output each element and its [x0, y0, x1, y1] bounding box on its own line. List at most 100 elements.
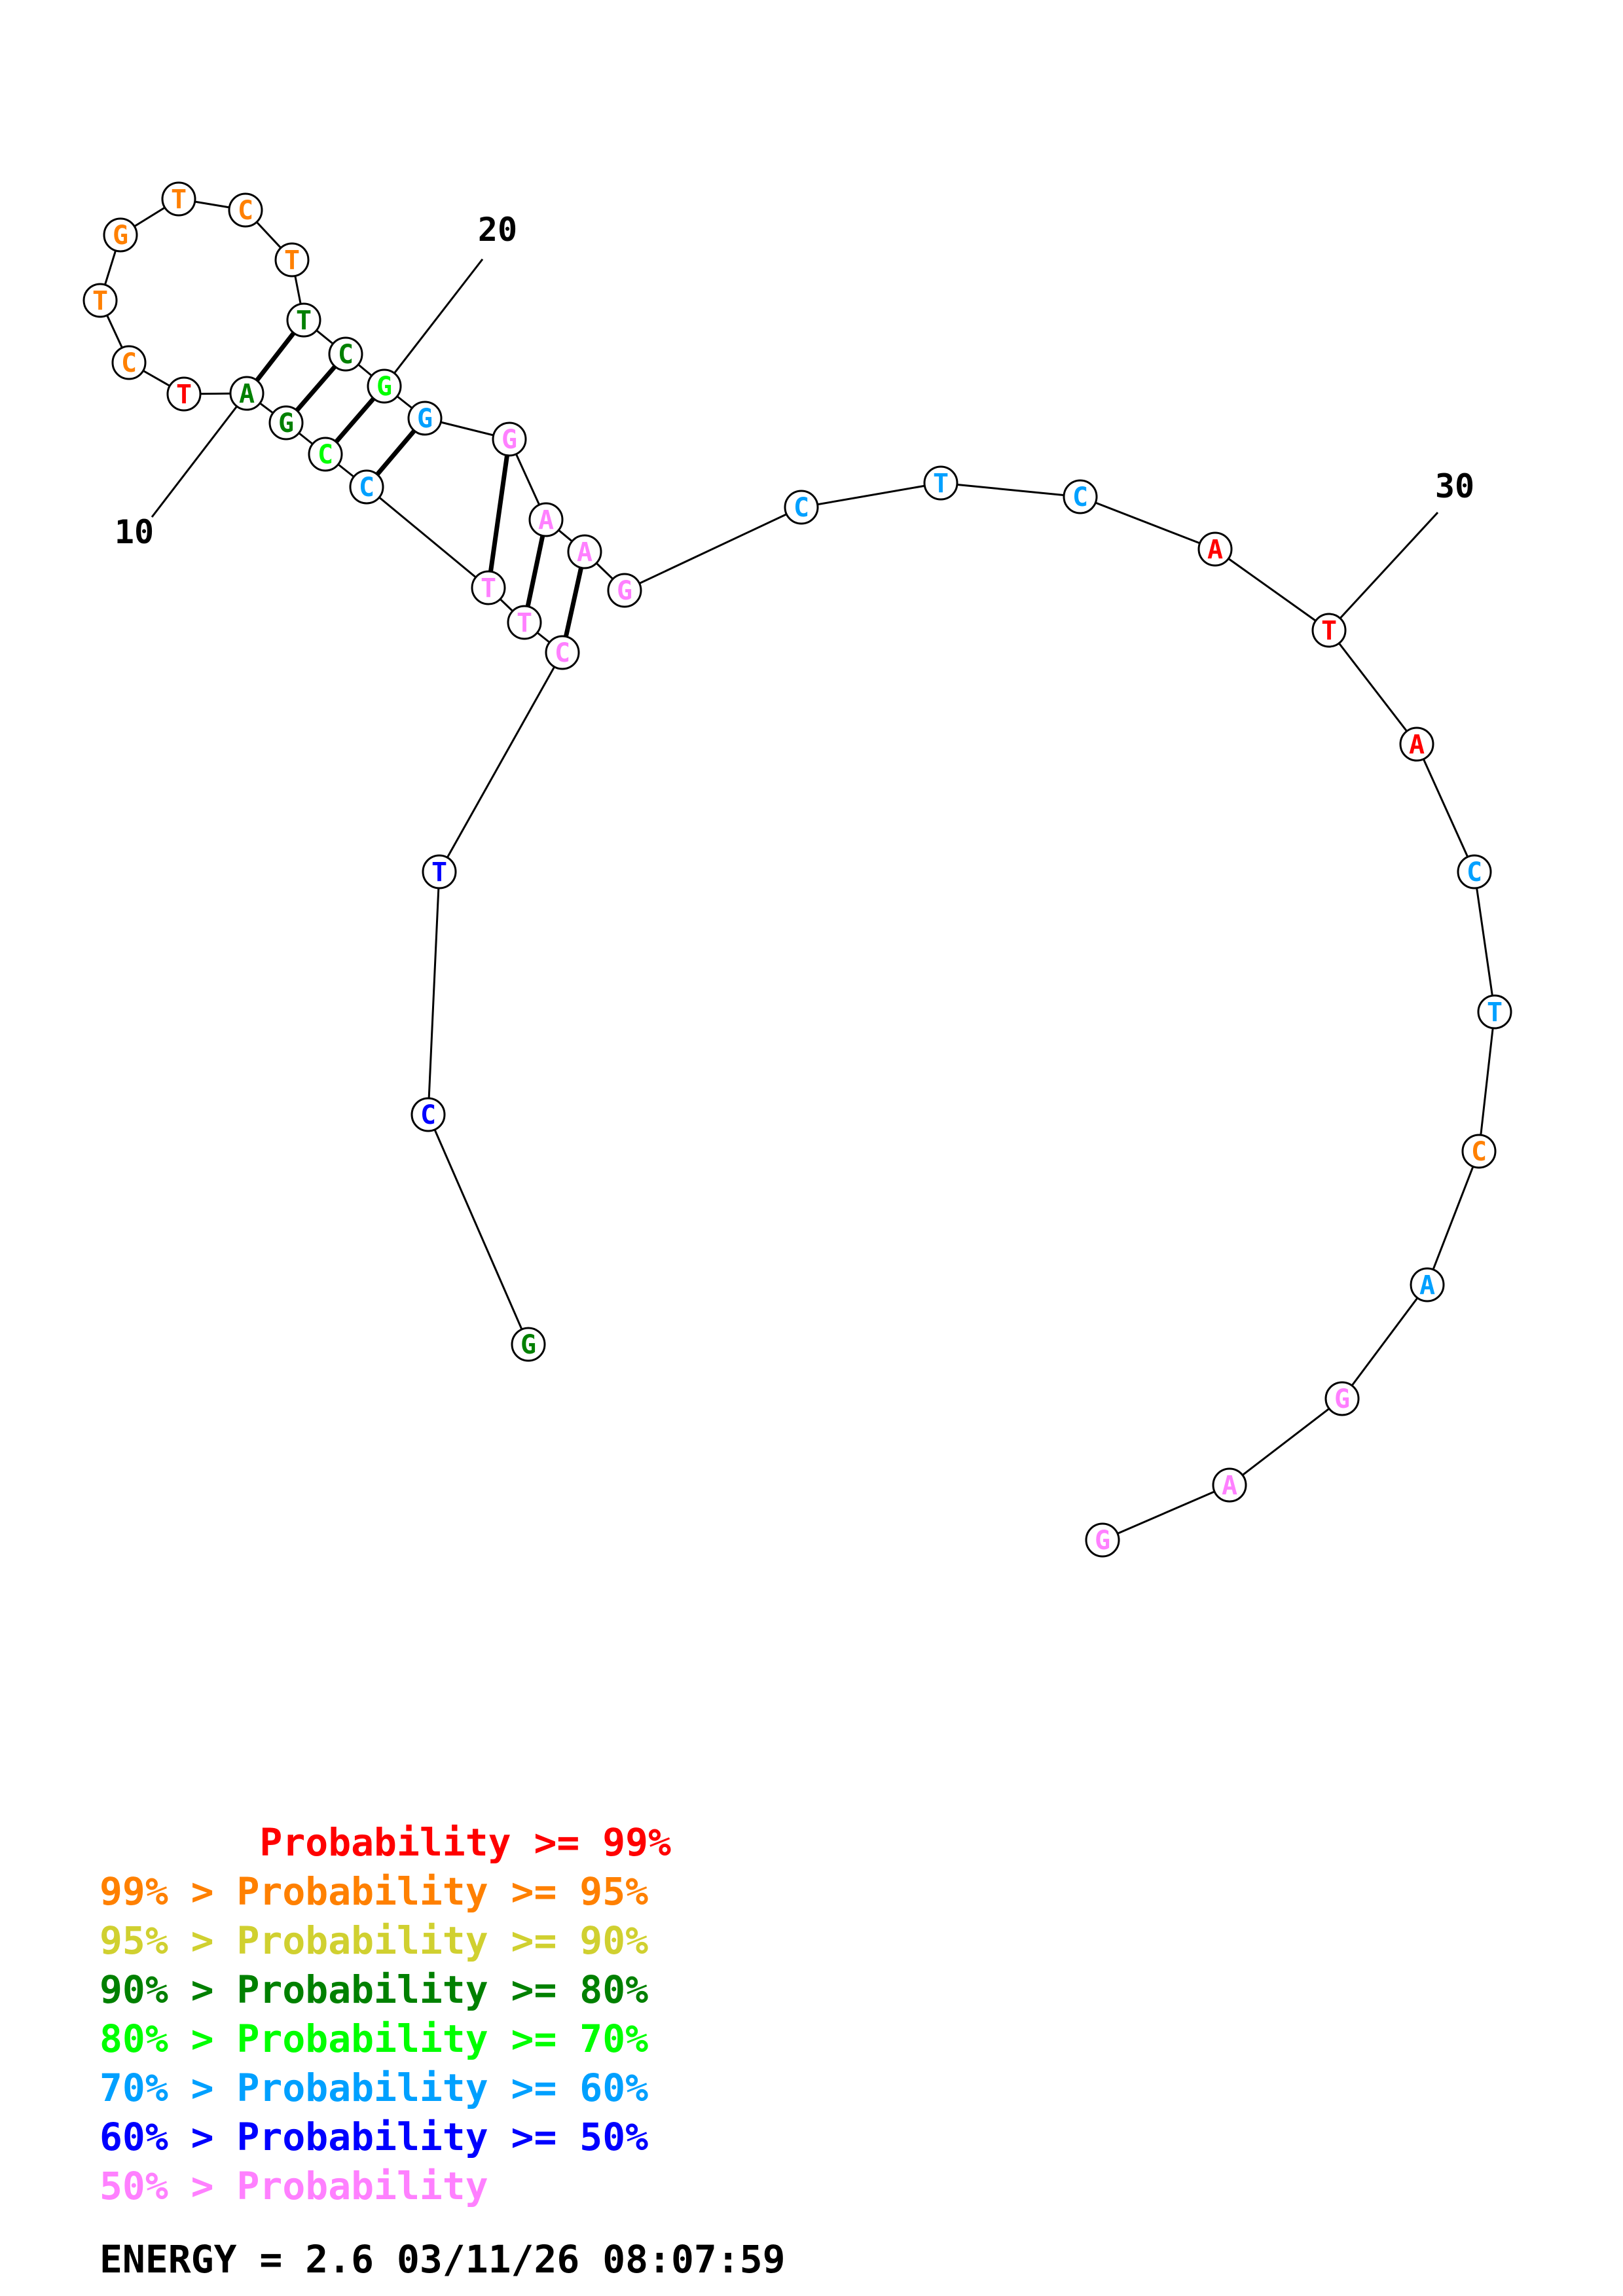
nucleotide: T — [923, 465, 958, 501]
nucleotide-circle — [1212, 1467, 1247, 1503]
nucleotide-letter: T — [481, 573, 496, 603]
nucleotide-circle — [286, 302, 321, 338]
nucleotide-circle — [328, 336, 363, 372]
nucleotide-letter: G — [520, 1330, 536, 1360]
nucleotide-letter: C — [420, 1100, 436, 1130]
nucleotide-circle — [349, 469, 384, 505]
nucleotide: T — [507, 605, 542, 640]
legend-entry: 60% > Probability >= 50% — [100, 2115, 648, 2159]
nucleotide: T — [161, 181, 196, 217]
nucleotide-circle — [274, 242, 310, 278]
nucleotide-letter: T — [933, 469, 949, 499]
nucleotide-letter: A — [239, 379, 255, 409]
nucleotide-circle — [422, 854, 457, 889]
nucleotide: C — [784, 490, 819, 525]
nucleotide-letter: T — [431, 857, 447, 888]
nucleotide-letter: C — [793, 493, 809, 523]
nucleotide-letter: A — [1222, 1471, 1237, 1501]
nucleotide: C — [545, 635, 580, 670]
nucleotide-circle — [507, 605, 542, 640]
nucleotide: G — [1085, 1522, 1120, 1558]
nucleotide: T — [82, 283, 118, 318]
nucleotide-circle — [1399, 726, 1434, 762]
nucleotide-circle — [1324, 1381, 1360, 1416]
backbone-segment — [427, 1114, 530, 1345]
legend-entry: 50% > Probability — [100, 2164, 488, 2208]
nucleotide-letter: G — [278, 408, 294, 439]
backbone-segment — [1426, 1151, 1480, 1285]
nucleotide-circle — [1457, 854, 1492, 889]
nucleotide-letter: T — [171, 185, 187, 215]
nucleotide-circle — [471, 570, 506, 605]
nucleotide: G — [103, 217, 138, 253]
nucleotide-circle — [784, 490, 819, 525]
nucleotide-letter: A — [538, 505, 554, 535]
legend-entry: 90% > Probability >= 80% — [100, 1967, 648, 2012]
nucleotide-letter: G — [417, 404, 433, 434]
nucleotide: T — [286, 302, 321, 338]
nucleotide-circle — [229, 376, 264, 411]
backbone-segment — [438, 652, 564, 872]
nucleotide-letter: G — [617, 576, 632, 606]
label-leader-line — [383, 259, 484, 387]
nucleotide-circle — [308, 437, 343, 472]
nucleotide-letter: G — [376, 372, 392, 402]
nucleotide: T — [471, 570, 506, 605]
backbone-segment — [1328, 630, 1418, 745]
backbone-segment — [624, 506, 802, 592]
base-pair-bond — [522, 519, 549, 623]
nucleotide: G — [367, 368, 402, 404]
nucleotide: G — [407, 401, 443, 436]
nucleotide-circle — [1085, 1522, 1120, 1558]
nucleotide-letter: T — [176, 380, 192, 410]
nucleotide-letter: T — [517, 608, 532, 638]
label-leader-line — [1328, 511, 1439, 632]
nucleotide: C — [111, 345, 147, 380]
nucleotide-circle — [367, 368, 402, 404]
nucleotide: C — [410, 1097, 446, 1132]
backbone-segment — [1229, 1397, 1343, 1486]
nucleotide-circle — [1311, 613, 1347, 648]
nucleotide-letter: T — [1487, 997, 1503, 1028]
nucleotide-circle — [410, 1097, 446, 1132]
nucleotide: C — [328, 336, 363, 372]
nucleotide-circle — [407, 401, 443, 436]
nucleotide-letter: A — [1419, 1270, 1435, 1300]
nucleotide-circle — [268, 405, 304, 440]
position-label: 30 — [1435, 467, 1474, 505]
label-leader-line — [151, 393, 248, 518]
nucleotide: A — [528, 502, 564, 537]
nucleotide-letter: T — [284, 245, 300, 276]
backbone-segment — [1341, 1284, 1429, 1399]
nucleotide-circle — [111, 345, 147, 380]
nucleotide: G — [1324, 1381, 1360, 1416]
nucleotide-letter: A — [577, 537, 593, 567]
base-pair-bonds — [245, 318, 587, 653]
nucleotide: A — [1197, 531, 1233, 567]
probability-legend: Probability >= 99%99% > Probability >= 9… — [100, 1820, 671, 2208]
backbone-lines — [99, 198, 1496, 1541]
base-pair-bond — [486, 439, 512, 588]
nucleotide-circle — [1461, 1134, 1497, 1169]
nucleotide: C — [349, 469, 384, 505]
backbone-segment — [801, 482, 941, 509]
position-label-leaders — [151, 259, 1439, 632]
position-labels: 10 20 30 — [115, 211, 1474, 551]
nucleotide-circle — [545, 635, 580, 670]
nucleotide-letter: T — [1321, 616, 1337, 646]
nucleotide-letter: C — [1467, 857, 1482, 888]
nucleotide-letter: G — [1095, 1526, 1110, 1556]
nucleotide-letter: G — [113, 221, 128, 251]
nucleotide-letter: C — [338, 340, 354, 370]
nucleotide-circle — [923, 465, 958, 501]
nucleotide: A — [229, 376, 264, 411]
nucleotide: G — [607, 573, 642, 608]
backbone-segment — [1214, 548, 1330, 632]
nucleotide-circle — [567, 534, 602, 569]
legend-entry: 80% > Probability >= 70% — [100, 2017, 648, 2061]
nucleotide-circle — [492, 422, 527, 457]
nucleotide: C — [228, 192, 263, 228]
backbone-segment — [1478, 1011, 1496, 1152]
